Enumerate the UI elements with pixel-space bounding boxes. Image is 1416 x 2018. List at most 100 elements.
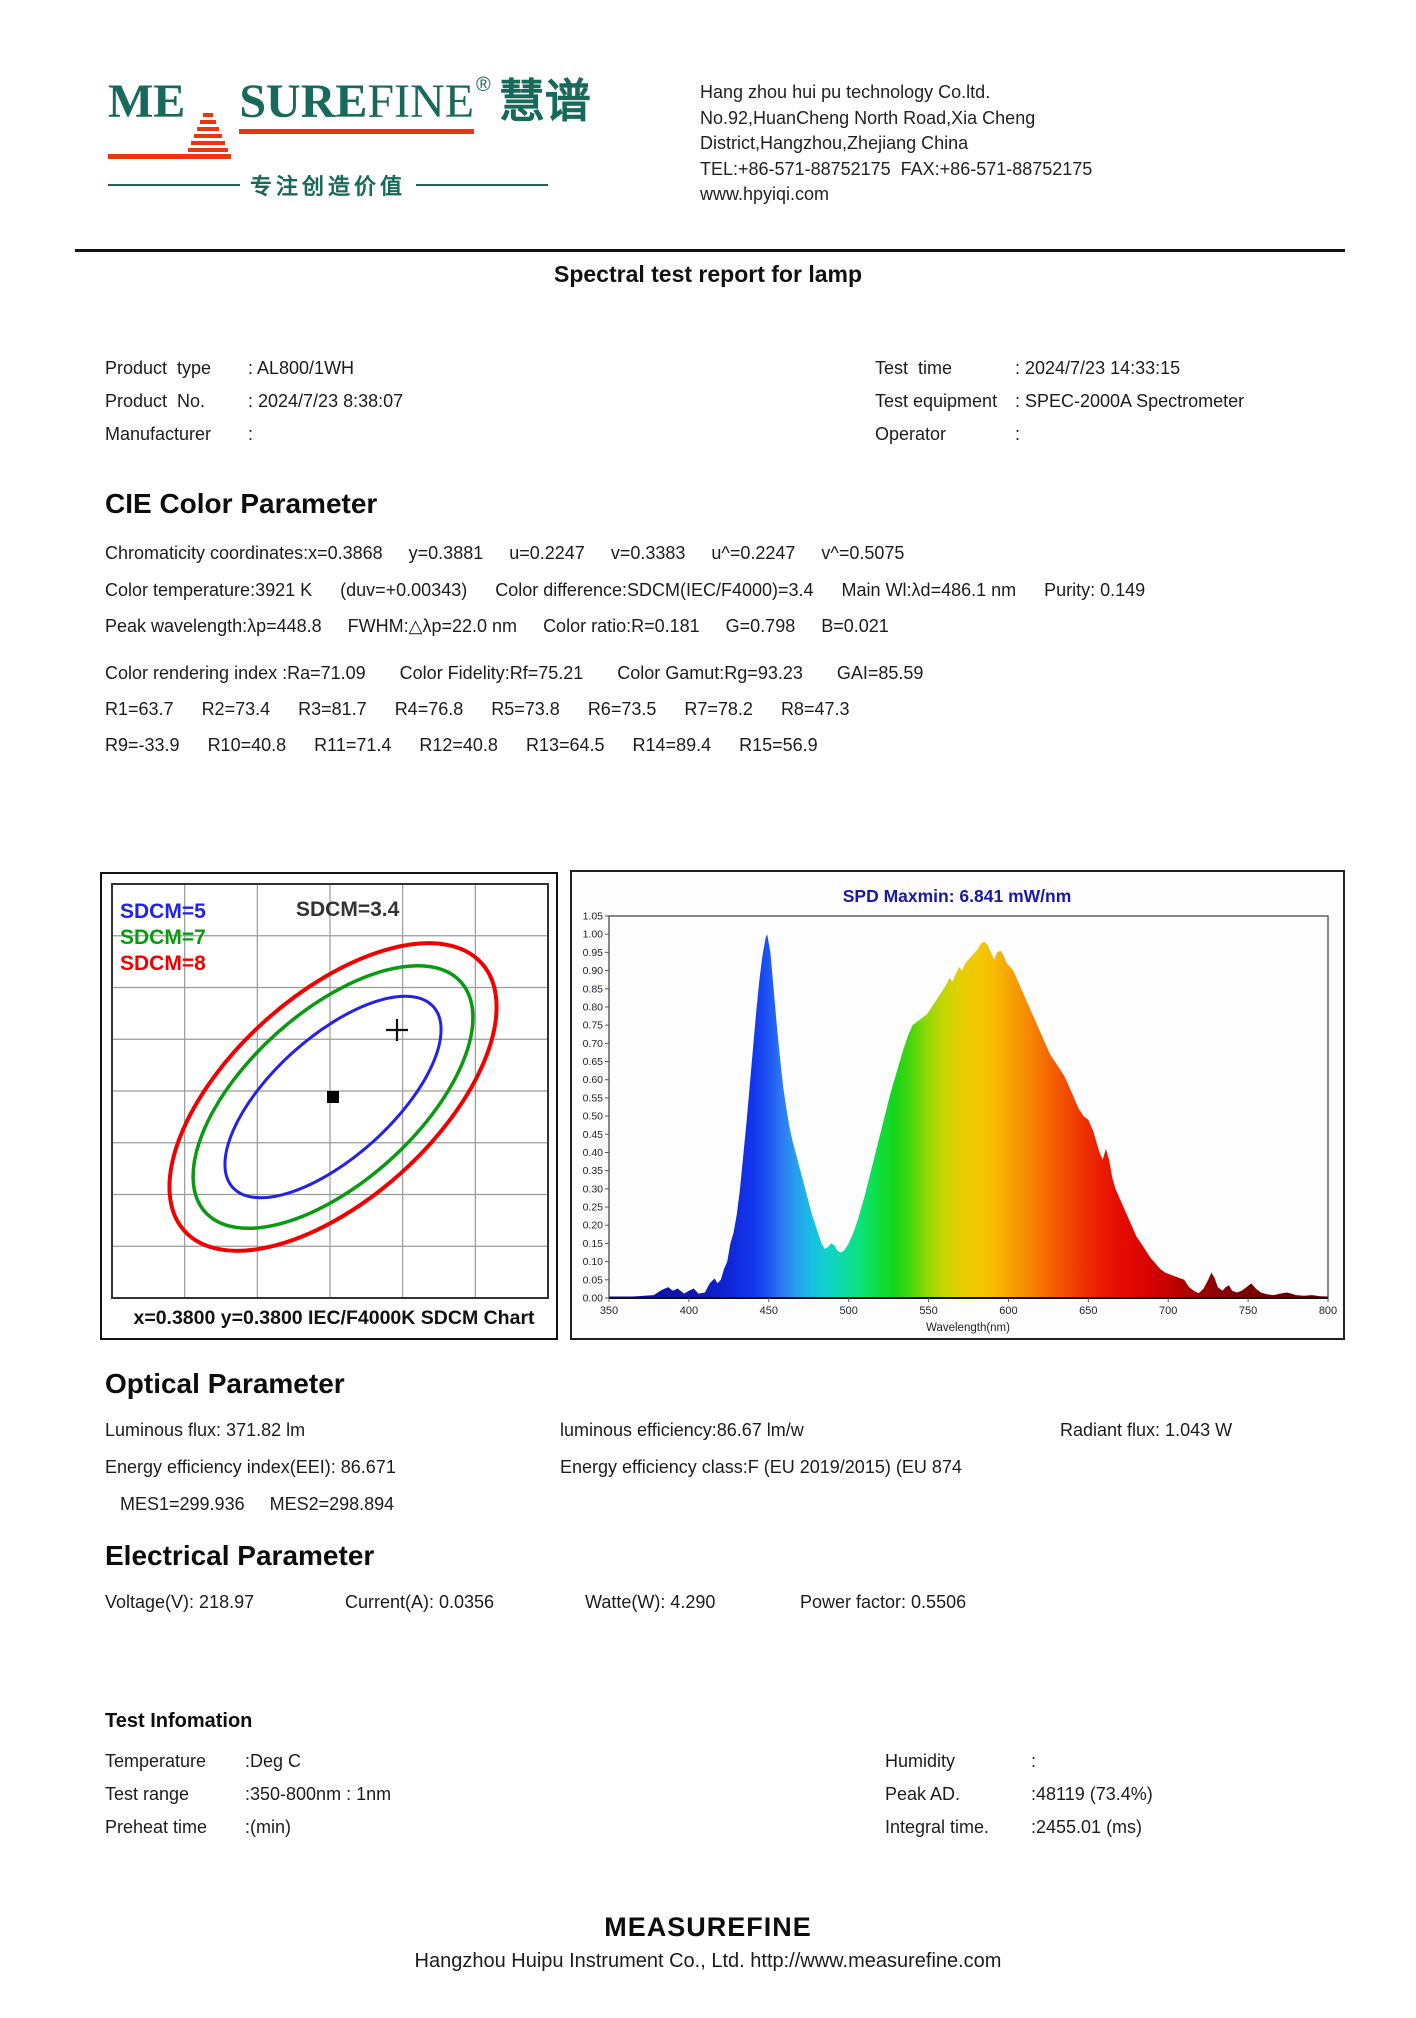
sdcm-outer-border: [100, 872, 558, 1340]
field-label: Manufacturer: [105, 424, 212, 444]
text-segment: FWHM:△λp=22.0 nm: [347, 616, 518, 636]
test-info-right: Humidity : Peak AD. :48119 (73.4%) Integ…: [885, 1745, 1153, 1844]
svg-text:600: 600: [999, 1305, 1017, 1317]
tagline-left-rule: [108, 183, 240, 187]
test-info-heading: Test Infomation: [105, 1710, 253, 1732]
manufacturer-row: Manufacturer :: [105, 418, 403, 451]
field-label: Test time: [875, 358, 953, 378]
luminous-efficiency: luminous efficiency:86.67 lm/w: [560, 1420, 804, 1440]
text-segment: R2=73.4: [201, 699, 271, 719]
peak-wavelength-line: Peak wavelength:λp=448.8 FWHM:△λp=22.0 nm…: [105, 616, 889, 637]
svg-text:0.05: 0.05: [583, 1274, 604, 1286]
svg-text:SDCM=7: SDCM=7: [120, 926, 206, 949]
test-time-row: Test time : 2024/7/23 14:33:15: [875, 352, 1244, 385]
tagline-right-rule: [416, 183, 549, 187]
text-segment: GAI=85.59: [836, 663, 924, 683]
header-divider: [75, 249, 1345, 252]
text-segment: R9=-33.9: [105, 735, 180, 755]
text-segment: R10=40.8: [207, 735, 287, 755]
svg-text:0.35: 0.35: [583, 1165, 604, 1177]
text-segment: B=0.021: [821, 616, 889, 636]
sdcm-chart: SDCM=5 SDCM=7 SDCM=8 SDCM=3.4 x=0.3800 y=0…: [100, 872, 558, 1340]
sdcm-plot-border: [111, 883, 549, 1299]
field-value: :: [1031, 1751, 1037, 1771]
integral-time-row: Integral time. :2455.01 (ms): [885, 1811, 1153, 1844]
electrical-heading: Electrical Parameter: [105, 1540, 375, 1571]
svg-text:0.95: 0.95: [583, 947, 604, 959]
text-segment: Peak wavelength:λp=448.8: [105, 616, 322, 636]
field-value: :Deg C: [245, 1751, 302, 1771]
cri-summary-line: Color rendering index :Ra=71.09 Color Fid…: [105, 663, 923, 684]
optical-row-1: Luminous flux: 371.82 lm luminous effici…: [105, 1420, 1232, 1441]
svg-text:1.05: 1.05: [583, 911, 604, 923]
text-segment: Color difference:SDCM(IEC/F4000)=3.4: [495, 580, 814, 600]
svg-text:1.00: 1.00: [583, 929, 604, 941]
field-value: : AL800/1WH: [248, 358, 355, 378]
footer-company-line: Hangzhou Huipu Instrument Co., Ltd. http…: [414, 1950, 1002, 1972]
svg-text:750: 750: [1239, 1305, 1257, 1317]
spd-title: SPD Maxmin: 6.841 mW/nm: [843, 886, 1072, 906]
logo-surefine-group: SURE FINE: [239, 75, 475, 134]
product-type-row: Product type : AL800/1WH: [105, 352, 403, 385]
logo-me-text: ME: [108, 75, 186, 128]
text-segment: R11=71.4: [314, 735, 392, 755]
logo-fine-text: FINE: [367, 75, 475, 128]
svg-text:0.15: 0.15: [583, 1238, 604, 1250]
field-label: Product No.: [105, 391, 206, 411]
text-segment: Chromaticity coordinates:x=0.3868: [105, 543, 383, 563]
field-label: Test range: [105, 1784, 190, 1804]
voltage: Voltage(V): 218.97: [105, 1592, 255, 1612]
optical-row-2: Energy efficiency index(EEI): 86.671 Ene…: [105, 1457, 1060, 1478]
svg-text:0.85: 0.85: [583, 983, 604, 995]
svg-text:0.70: 0.70: [583, 1038, 604, 1050]
svg-text:0.40: 0.40: [583, 1147, 604, 1159]
company-line: TEL:+86-571-88752175 FAX:+86-571-8875217…: [700, 158, 1093, 179]
text-segment: R13=64.5: [525, 735, 605, 755]
text-segment: MES1=299.936: [120, 1494, 245, 1514]
svg-text:350: 350: [600, 1305, 618, 1317]
field-value: : 2024/7/23 8:38:07: [248, 391, 404, 411]
logo-me-group: ME: [108, 75, 232, 159]
text-segment: R15=56.9: [739, 735, 818, 755]
field-value: :: [248, 424, 254, 444]
spd-xlabel: Wavelength(nm): [926, 1322, 1010, 1334]
spd-plot: 0.00 0.05 0.10 0.15 0.20 0.25 0.30 0.35 0.40 0.45…: [583, 911, 1338, 1318]
color-temperature-line: Color temperature:3921 K (duv=+0.00343) Co…: [105, 580, 1145, 601]
spd-chart: SPD Maxmin: 6.841 mW/nm 0.00 0.05 0.10 0.15…: [570, 870, 1345, 1340]
company-line: No.92,HuanCheng North Road,Xia Cheng: [700, 107, 1036, 128]
svg-text:650: 650: [1079, 1305, 1097, 1317]
logo-chinese-text: 慧谱: [498, 75, 591, 127]
mes-row: MES1=299.936 MES2=298.894: [120, 1494, 394, 1515]
text-segment: Color rendering index :Ra=71.09: [105, 663, 366, 683]
cie-heading: CIE Color Parameter: [105, 488, 378, 519]
test-equipment-row: Test equipment : SPEC-2000A Spectrometer: [875, 385, 1244, 418]
page-title: Spectral test report for lamp: [553, 261, 863, 287]
text-segment: R4=76.8: [394, 699, 464, 719]
svg-text:500: 500: [839, 1305, 857, 1317]
company-website: www.hpyiqi.com: [700, 184, 830, 205]
humidity-row: Humidity :: [885, 1745, 1153, 1778]
svg-text:400: 400: [680, 1305, 698, 1317]
radiant-flux: Radiant flux: 1.043 W: [1060, 1420, 1233, 1440]
field-value: :48119 (73.4%): [1031, 1784, 1153, 1804]
energy-efficiency-index: Energy efficiency index(EEI): 86.671: [105, 1457, 396, 1477]
field-value: : SPEC-2000A Spectrometer: [1015, 391, 1245, 411]
sdcm-value-annotation: SDCM=3.4: [296, 898, 400, 921]
product-no-row: Product No. : 2024/7/23 8:38:07: [105, 385, 403, 418]
text-segment: Color Gamut:Rg=93.23: [617, 663, 803, 683]
svg-text:0.00: 0.00: [583, 1293, 604, 1305]
text-segment: R8=47.3: [780, 699, 850, 719]
temperature-row: Temperature :Deg C: [105, 1745, 391, 1778]
field-label: Temperature: [105, 1751, 207, 1771]
field-label: Test equipment: [875, 391, 998, 411]
product-info-right: Test time : 2024/7/23 14:33:15 Test equi…: [875, 352, 1244, 451]
field-label: Product type: [105, 358, 212, 378]
peak-ad-row: Peak AD. :48119 (73.4%): [885, 1778, 1153, 1811]
product-info-left: Product type : AL800/1WH Product No. : 2…: [105, 352, 403, 451]
text-segment: R12=40.8: [419, 735, 498, 755]
field-value: :350-800nm : 1nm: [245, 1784, 392, 1804]
cri-r1-r8-line: R1=63.7 R2=73.4 R3=81.7 R4=76.8 R5=73.8 R6=73…: [105, 699, 850, 720]
svg-text:0.65: 0.65: [583, 1056, 604, 1068]
svg-text:0.50: 0.50: [583, 1111, 604, 1123]
wattage: Watte(W): 4.290: [585, 1592, 716, 1612]
